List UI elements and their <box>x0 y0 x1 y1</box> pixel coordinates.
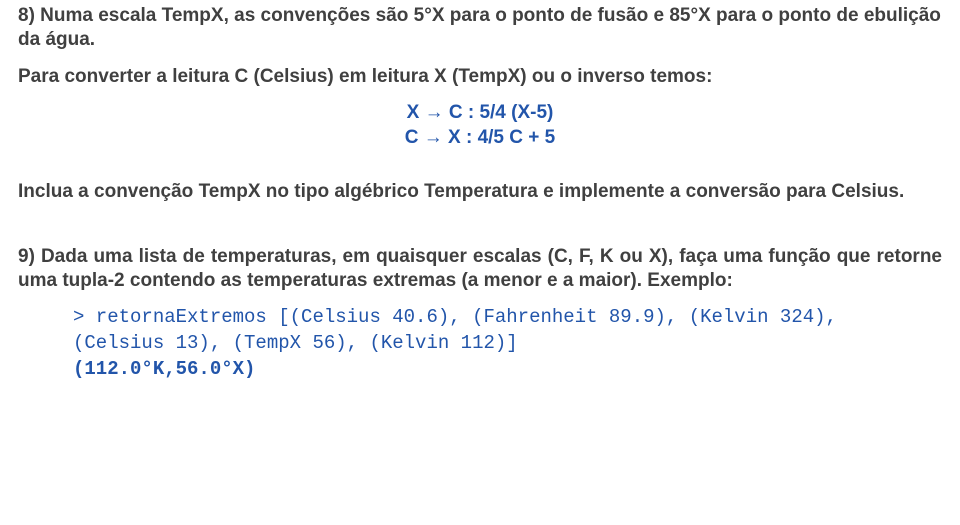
q8-intro: 8) Numa escala TempX, as convenções são … <box>18 4 942 53</box>
code-line-1: > retornaExtremos [(Celsius 40.6), (Fahr… <box>73 305 942 331</box>
code-result: (112.0°K,56.0°X) <box>73 357 942 383</box>
code-example: > retornaExtremos [(Celsius 40.6), (Fahr… <box>73 305 942 382</box>
q8-task: Inclua a convenção TempX no tipo algébri… <box>18 180 942 204</box>
q9-text: 9) Dada uma lista de temperaturas, em qu… <box>18 245 942 294</box>
code-line-2: (Celsius 13), (TempX 56), (Kelvin 112)] <box>73 331 942 357</box>
formula-block: X → C : 5/4 (X-5) C → X : 4/5 C + 5 <box>18 101 942 150</box>
formula-c-to-x: C → X : 4/5 C + 5 <box>18 126 942 151</box>
formula-x-to-c: X → C : 5/4 (X-5) <box>18 101 942 126</box>
q8-convert-intro: Para converter a leitura C (Celsius) em … <box>18 65 942 89</box>
